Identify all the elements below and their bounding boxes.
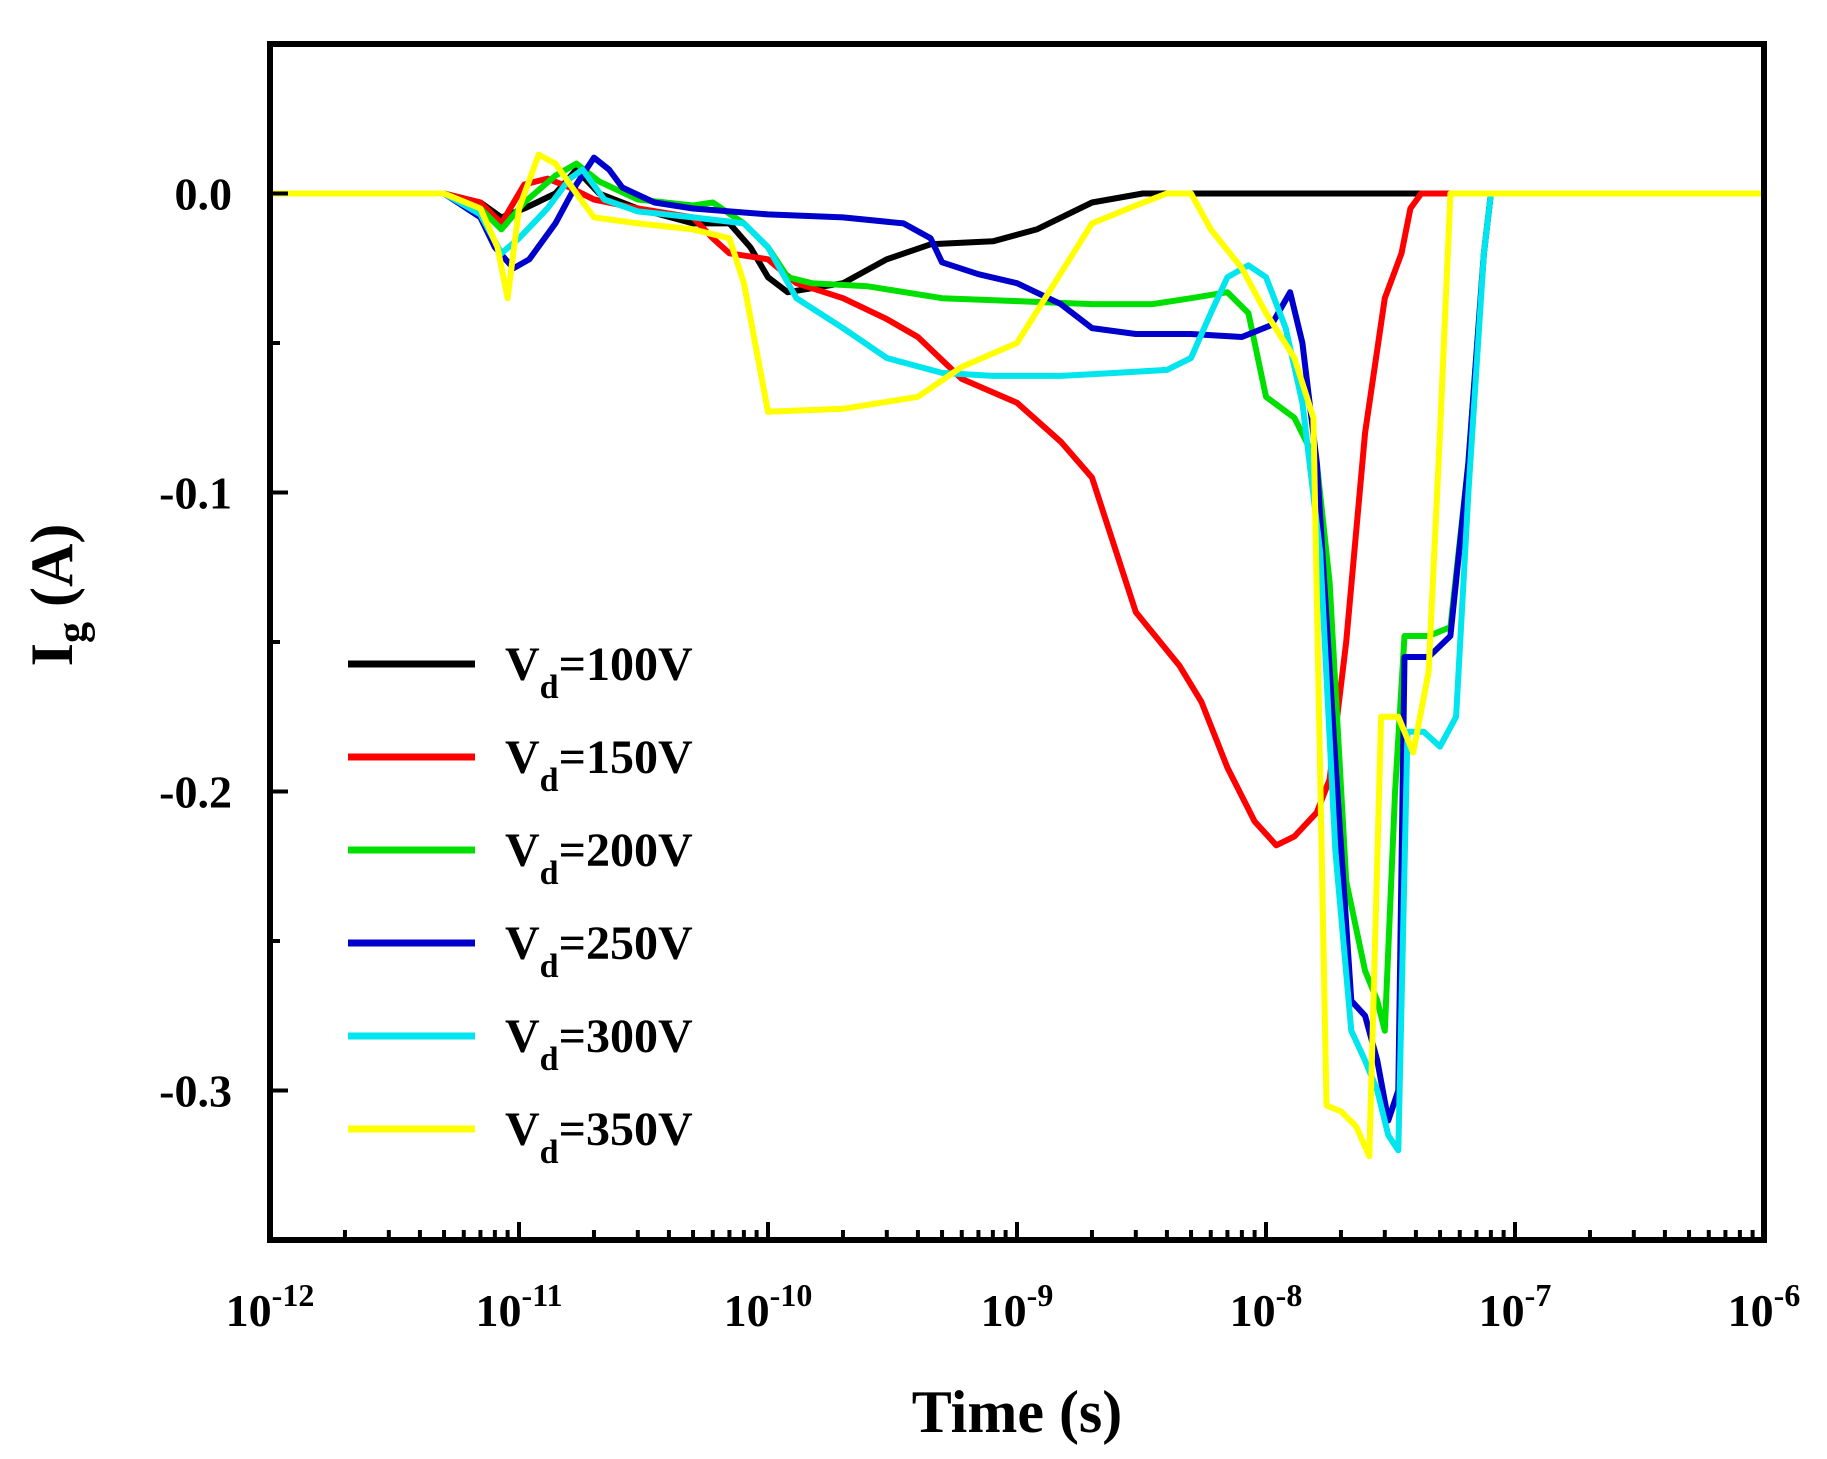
y-tick-label: -0.3 xyxy=(159,1066,232,1117)
x-tick-label: 10-10 xyxy=(724,1277,813,1336)
legend-label-300V: Vd=300V xyxy=(505,1010,693,1078)
x-tick-label: 10-8 xyxy=(1230,1277,1303,1336)
plot-series xyxy=(267,151,1767,1160)
legend-label-250V: Vd=250V xyxy=(505,917,693,985)
x-tick-label: 10-12 xyxy=(226,1277,315,1336)
legend-label-350V: Vd=350V xyxy=(505,1103,693,1171)
y-tick-label: -0.1 xyxy=(159,468,232,519)
legend-label-200V: Vd=200V xyxy=(505,824,693,892)
y-axis-title: Ig (A) xyxy=(19,524,96,667)
y-axis-title-main: I xyxy=(19,643,85,666)
series-line-350V xyxy=(267,151,1767,1160)
x-axis-title: Time (s) xyxy=(912,1379,1123,1445)
y-tick-label: -0.2 xyxy=(159,767,232,818)
y-axis-title-subscript: g xyxy=(50,622,96,643)
x-tick-label: 10-9 xyxy=(981,1277,1054,1336)
legend: Vd=100V Vd=150V Vd=200V Vd=250V Vd=300V Vd=35… xyxy=(348,638,693,1171)
legend-label-100V: Vd=100V xyxy=(505,638,693,706)
x-tick-label: 10-6 xyxy=(1728,1277,1801,1336)
x-tick-label: 10-7 xyxy=(1479,1277,1552,1336)
plot-frame xyxy=(267,41,1767,1243)
y-axis: 0.0 -0.1 -0.2 -0.3 xyxy=(159,42,288,1242)
x-axis: 10-12 10-11 10-10 10-9 10-8 10-7 10-6 xyxy=(226,1222,1801,1336)
y-axis-title-unit: (A) xyxy=(19,524,85,622)
x-tick-label: 10-11 xyxy=(476,1277,563,1336)
y-tick-label: 0.0 xyxy=(175,169,233,220)
legend-label-150V: Vd=150V xyxy=(505,731,693,799)
